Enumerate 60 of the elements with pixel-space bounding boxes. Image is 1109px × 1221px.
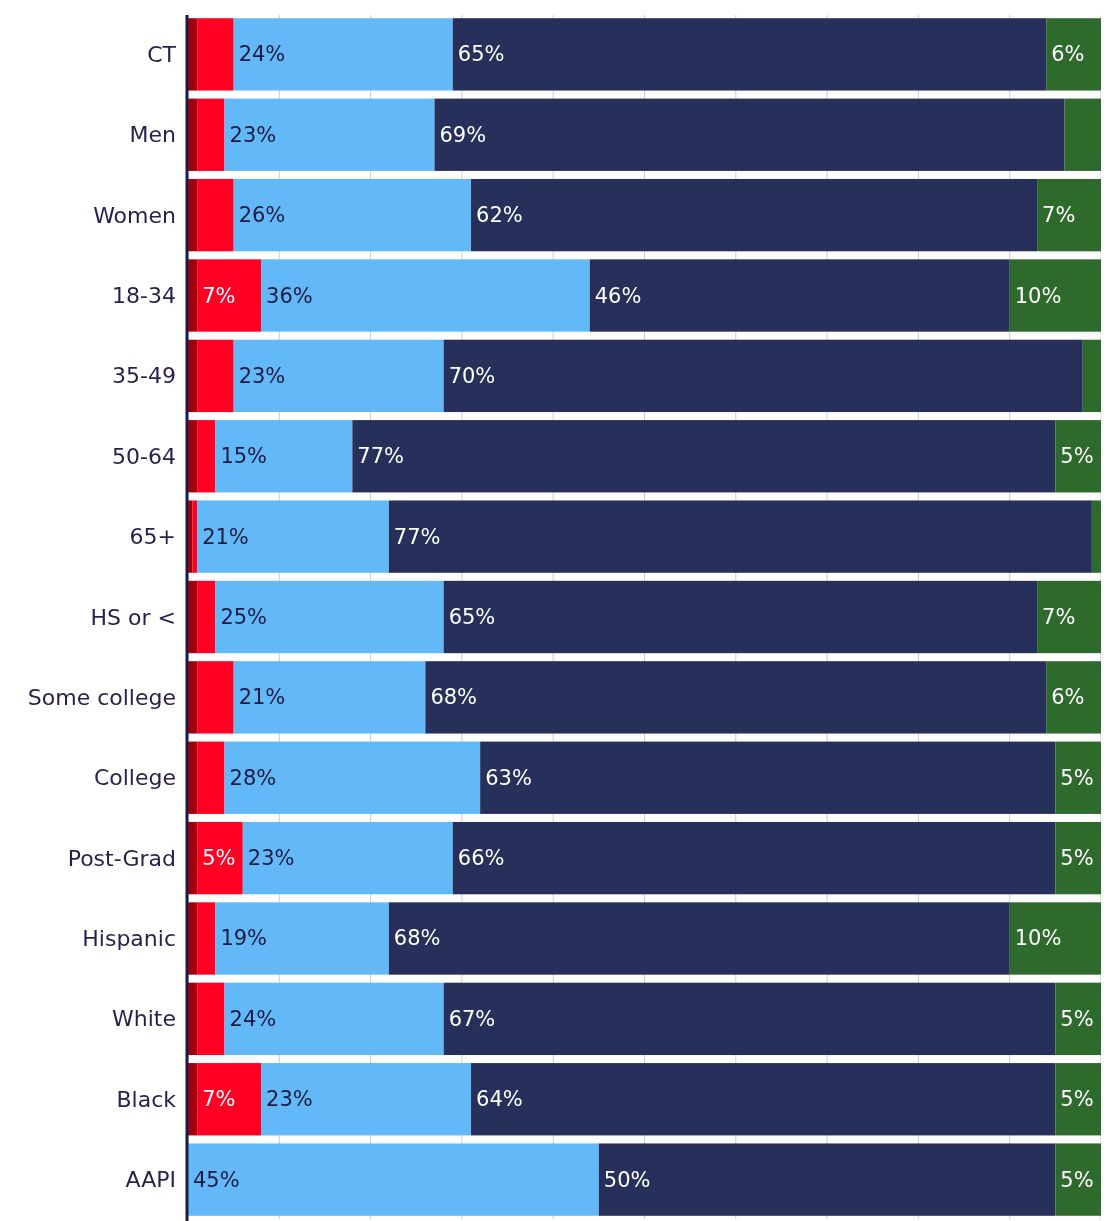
- data-label: 28%: [229, 765, 277, 790]
- data-label: 26%: [238, 203, 286, 228]
- data-label: 77%: [393, 524, 441, 549]
- data-label: 5%: [1060, 765, 1094, 790]
- data-label: 23%: [247, 846, 295, 871]
- y-tick-label: 35-49: [112, 363, 176, 389]
- y-tick-label: 50-64: [112, 443, 176, 469]
- data-label: 70%: [448, 363, 496, 388]
- y-tick-label: College: [93, 765, 176, 791]
- data-label: 5%: [1060, 846, 1094, 871]
- data-label: 6%: [1051, 685, 1085, 710]
- y-tick-label: Men: [129, 122, 176, 148]
- y-tick-label: AAPI: [125, 1167, 176, 1193]
- data-label: 66%: [457, 846, 505, 871]
- data-label: 36%: [266, 283, 313, 308]
- data-label: 15%: [220, 444, 268, 469]
- data-label: 5%: [1060, 1087, 1094, 1112]
- data-label: 64%: [476, 1087, 523, 1112]
- y-tick-label: HS or <: [90, 604, 176, 630]
- data-label: 23%: [266, 1087, 313, 1112]
- data-label: 7%: [202, 283, 236, 308]
- data-label: 45%: [193, 1167, 240, 1192]
- data-label: 77%: [357, 444, 405, 469]
- data-label: 68%: [393, 926, 441, 951]
- data-label: 10%: [1014, 926, 1062, 951]
- y-tick-label: Black: [116, 1086, 177, 1112]
- data-label: 50%: [603, 1167, 651, 1192]
- y-tick-label: 65+: [129, 524, 176, 550]
- y-tick-label: Hispanic: [82, 926, 176, 951]
- data-label: 69%: [439, 122, 487, 147]
- data-label: 5%: [1060, 1167, 1094, 1192]
- y-tick-label: 18-34: [112, 283, 176, 308]
- data-label: 24%: [238, 42, 286, 67]
- data-label: 68%: [430, 685, 478, 710]
- data-label: 23%: [238, 363, 286, 388]
- data-label: 67%: [448, 1006, 496, 1031]
- y-tick-label: Post-Grad: [67, 845, 176, 871]
- data-label: 25%: [220, 605, 268, 629]
- data-label: 5%: [1060, 444, 1094, 469]
- data-label: 7%: [202, 1087, 236, 1112]
- data-label: 62%: [476, 203, 523, 228]
- data-label: 7%: [1042, 605, 1076, 629]
- data-label: 5%: [1060, 1006, 1094, 1031]
- data-label: 10%: [1014, 283, 1062, 308]
- data-label: 5%: [202, 846, 236, 871]
- data-label: 7%: [1042, 203, 1076, 228]
- data-label: 63%: [485, 765, 532, 790]
- y-tick-label: CT: [147, 41, 177, 67]
- data-label: 65%: [457, 42, 505, 67]
- data-label: 23%: [229, 122, 277, 147]
- y-tick-label: White: [112, 1006, 176, 1032]
- data-label: 21%: [202, 524, 249, 549]
- data-label: 24%: [229, 1006, 277, 1031]
- data-label: 65%: [448, 605, 496, 629]
- data-label: 21%: [238, 685, 286, 710]
- data-label: 6%: [1051, 42, 1085, 67]
- y-tick-label: Women: [93, 202, 176, 228]
- data-label: 46%: [594, 283, 642, 308]
- y-tick-label: Some college: [27, 684, 176, 710]
- data-label: 19%: [220, 926, 268, 951]
